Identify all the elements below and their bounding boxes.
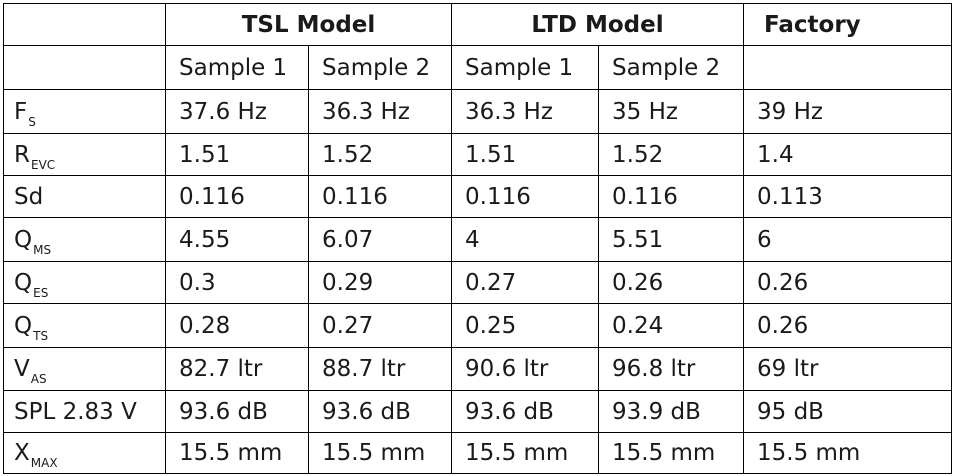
- table-row: SPL 2.83 V 93.6 dB 93.6 dB 93.6 dB 93.9 dB 95…: [3, 390, 952, 433]
- table-body: TSL Model LTD Model Factory Sample 1 Sam…: [3, 3, 952, 474]
- sample-header-ltd-2: Sample 2: [598, 45, 744, 90]
- value-cell-tsl-sample-1: 37.6 Hz: [165, 89, 309, 134]
- corner-cell: [3, 3, 166, 46]
- parameter-cell: QES: [3, 261, 166, 304]
- value-cell-tsl-sample-1: 93.6 dB: [165, 390, 309, 433]
- value-cell-factory: 1.4: [743, 133, 952, 176]
- value-cell-factory: 39 Hz: [743, 89, 952, 134]
- value-cell-ltd-sample-1: 4: [451, 217, 599, 262]
- value-cell-tsl-sample-1: 0.28: [165, 303, 309, 348]
- value-cell-ltd-sample-2: 15.5 mm: [598, 432, 744, 474]
- sample-header-ltd-1: Sample 1: [451, 45, 599, 90]
- value-cell-tsl-sample-2: 0.29: [308, 261, 452, 304]
- value-cell-ltd-sample-2: 0.24: [598, 303, 744, 348]
- parameter-cell: XMAX: [3, 432, 166, 474]
- table-row: Sd 0.116 0.116 0.116 0.116 0.113: [3, 175, 952, 218]
- value-cell-ltd-sample-2: 0.26: [598, 261, 744, 304]
- value-cell-tsl-sample-2: 93.6 dB: [308, 390, 452, 433]
- group-header-tsl-model: TSL Model: [165, 3, 452, 46]
- group-header-factory: Factory: [743, 3, 952, 46]
- table-row: QES 0.3 0.29 0.27 0.26 0.26: [3, 261, 952, 304]
- value-cell-ltd-sample-2: 96.8 ltr: [598, 347, 744, 391]
- value-cell-ltd-sample-1: 90.6 ltr: [451, 347, 599, 391]
- parameter-subscript: S: [28, 114, 36, 129]
- parameter-symbol: R: [14, 141, 30, 168]
- parameter-cell: Sd: [3, 175, 166, 218]
- sample-corner-cell: [3, 45, 166, 90]
- value-cell-ltd-sample-2: 5.51: [598, 217, 744, 262]
- sample-header-tsl-2: Sample 2: [308, 45, 452, 90]
- value-cell-factory: 6: [743, 217, 952, 262]
- value-cell-tsl-sample-2: 0.27: [308, 303, 452, 348]
- value-cell-tsl-sample-1: 0.3: [165, 261, 309, 304]
- value-cell-tsl-sample-2: 15.5 mm: [308, 432, 452, 474]
- sample-header-factory: [743, 45, 952, 90]
- parameter-cell: FS: [3, 89, 166, 134]
- parameter-subscript: AS: [30, 372, 47, 386]
- parameter-subscript: MAX: [30, 456, 58, 470]
- value-cell-factory: 95 dB: [743, 390, 952, 433]
- sample-header-row: Sample 1 Sample 2 Sample 1 Sample 2: [3, 45, 952, 90]
- parameter-cell: SPL 2.83 V: [3, 390, 166, 433]
- value-cell-factory: 0.26: [743, 261, 952, 304]
- table-row: XMAX 15.5 mm 15.5 mm 15.5 mm 15.5 mm 15.5 mm: [3, 432, 952, 474]
- group-header-row: TSL Model LTD Model Factory: [3, 3, 952, 46]
- value-cell-tsl-sample-1: 15.5 mm: [165, 432, 309, 474]
- value-cell-tsl-sample-1: 4.55: [165, 217, 309, 262]
- parameter-symbol: Q: [14, 269, 33, 296]
- parameter-symbol: X: [14, 440, 30, 466]
- value-cell-tsl-sample-1: 1.51: [165, 133, 309, 176]
- value-cell-ltd-sample-2: 0.116: [598, 175, 744, 218]
- value-cell-tsl-sample-2: 88.7 ltr: [308, 347, 452, 391]
- speaker-parameters-table: TSL Model LTD Model Factory Sample 1 Sam…: [3, 3, 952, 474]
- table-row: REVC 1.51 1.52 1.51 1.52 1.4: [3, 133, 952, 176]
- value-cell-tsl-sample-2: 0.116: [308, 175, 452, 218]
- parameter-subscript: TS: [33, 328, 49, 343]
- value-cell-factory: 0.113: [743, 175, 952, 218]
- value-cell-factory: 15.5 mm: [743, 432, 952, 474]
- value-cell-tsl-sample-1: 82.7 ltr: [165, 347, 309, 391]
- parameter-cell: QTS: [3, 303, 166, 348]
- value-cell-ltd-sample-1: 1.51: [451, 133, 599, 176]
- value-cell-tsl-sample-2: 6.07: [308, 217, 452, 262]
- value-cell-factory: 0.26: [743, 303, 952, 348]
- table-row: FS 37.6 Hz 36.3 Hz 36.3 Hz 35 Hz 39 Hz: [3, 89, 952, 134]
- value-cell-factory: 69 ltr: [743, 347, 952, 391]
- value-cell-tsl-sample-2: 1.52: [308, 133, 452, 176]
- sample-header-tsl-1: Sample 1: [165, 45, 309, 90]
- parameter-subscript: EVC: [30, 157, 56, 172]
- parameter-cell: QMS: [3, 217, 166, 262]
- value-cell-ltd-sample-1: 15.5 mm: [451, 432, 599, 474]
- value-cell-ltd-sample-1: 0.25: [451, 303, 599, 348]
- parameter-symbol: F: [14, 98, 28, 125]
- parameter-symbol: SPL 2.83 V: [14, 398, 137, 425]
- value-cell-ltd-sample-1: 93.6 dB: [451, 390, 599, 433]
- parameter-symbol: Q: [14, 312, 33, 339]
- value-cell-ltd-sample-2: 1.52: [598, 133, 744, 176]
- table-row: VAS 82.7 ltr 88.7 ltr 90.6 ltr 96.8 ltr 69 lt…: [3, 347, 952, 391]
- parameter-symbol: Sd: [14, 183, 44, 210]
- value-cell-ltd-sample-2: 35 Hz: [598, 89, 744, 134]
- table-row: QTS 0.28 0.27 0.25 0.24 0.26: [3, 303, 952, 348]
- parameter-subscript: MS: [33, 242, 52, 257]
- group-header-ltd-model: LTD Model: [451, 3, 744, 46]
- parameter-subscript: ES: [33, 285, 49, 300]
- value-cell-ltd-sample-1: 36.3 Hz: [451, 89, 599, 134]
- value-cell-ltd-sample-2: 93.9 dB: [598, 390, 744, 433]
- value-cell-ltd-sample-1: 0.116: [451, 175, 599, 218]
- parameter-symbol: V: [14, 356, 30, 382]
- parameter-cell: REVC: [3, 133, 166, 176]
- value-cell-ltd-sample-1: 0.27: [451, 261, 599, 304]
- parameter-symbol: Q: [14, 226, 33, 253]
- parameter-cell: VAS: [3, 347, 166, 391]
- value-cell-tsl-sample-2: 36.3 Hz: [308, 89, 452, 134]
- value-cell-tsl-sample-1: 0.116: [165, 175, 309, 218]
- table-row: QMS 4.55 6.07 4 5.51 6: [3, 217, 952, 262]
